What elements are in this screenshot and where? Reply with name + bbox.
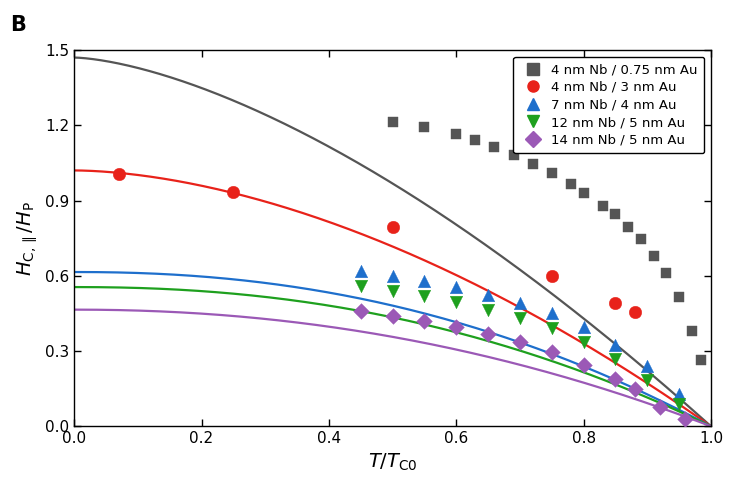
Point	[610, 210, 621, 218]
Point	[489, 142, 500, 150]
Point	[546, 272, 558, 280]
Point	[387, 312, 399, 320]
Point	[578, 189, 590, 197]
Point	[514, 314, 525, 322]
Point	[565, 181, 577, 188]
Point	[450, 298, 462, 306]
Y-axis label: $H_{\mathrm{C,\parallel}}/H_{\mathrm{P}}$: $H_{\mathrm{C,\parallel}}/H_{\mathrm{P}}…	[15, 201, 40, 276]
Point	[113, 170, 125, 178]
Point	[418, 277, 430, 285]
Point	[355, 282, 367, 290]
Point	[610, 341, 621, 348]
Point	[673, 293, 685, 301]
Point	[641, 376, 653, 384]
Point	[673, 400, 685, 407]
Point	[597, 202, 609, 209]
Point	[355, 307, 367, 315]
Point	[654, 403, 666, 410]
Point	[648, 252, 660, 260]
Point	[450, 130, 462, 138]
Text: B: B	[10, 15, 27, 35]
Point	[514, 338, 525, 346]
Point	[418, 317, 430, 325]
Point	[227, 188, 239, 196]
Point	[610, 355, 621, 363]
Point	[418, 122, 430, 130]
X-axis label: $T/T_{\mathrm{C0}}$: $T/T_{\mathrm{C0}}$	[368, 452, 418, 473]
Point	[450, 283, 462, 291]
Point	[622, 223, 634, 231]
Point	[469, 137, 481, 144]
Point	[680, 415, 692, 423]
Point	[629, 385, 641, 393]
Point	[578, 338, 590, 346]
Point	[418, 292, 430, 300]
Point	[695, 356, 707, 364]
Point	[635, 236, 646, 244]
Point	[450, 323, 462, 331]
Legend: 4 nm Nb / 0.75 nm Au, 4 nm Nb / 3 nm Au, 7 nm Nb / 4 nm Au, 12 nm Nb / 5 nm Au, : 4 nm Nb / 0.75 nm Au, 4 nm Nb / 3 nm Au,…	[513, 57, 704, 153]
Point	[387, 287, 399, 295]
Point	[482, 330, 494, 338]
Point	[387, 272, 399, 280]
Point	[661, 269, 672, 277]
Point	[641, 362, 653, 370]
Point	[482, 306, 494, 314]
Point	[546, 325, 558, 332]
Point	[546, 169, 558, 177]
Point	[482, 291, 494, 299]
Point	[355, 267, 367, 275]
Point	[610, 300, 621, 307]
Point	[610, 375, 621, 383]
Point	[686, 327, 697, 335]
Point	[578, 323, 590, 331]
Point	[387, 223, 399, 231]
Point	[546, 309, 558, 317]
Point	[629, 308, 641, 316]
Point	[387, 118, 399, 125]
Point	[508, 151, 520, 159]
Point	[578, 361, 590, 369]
Point	[527, 160, 539, 168]
Point	[514, 299, 525, 307]
Point	[546, 348, 558, 356]
Point	[673, 390, 685, 398]
